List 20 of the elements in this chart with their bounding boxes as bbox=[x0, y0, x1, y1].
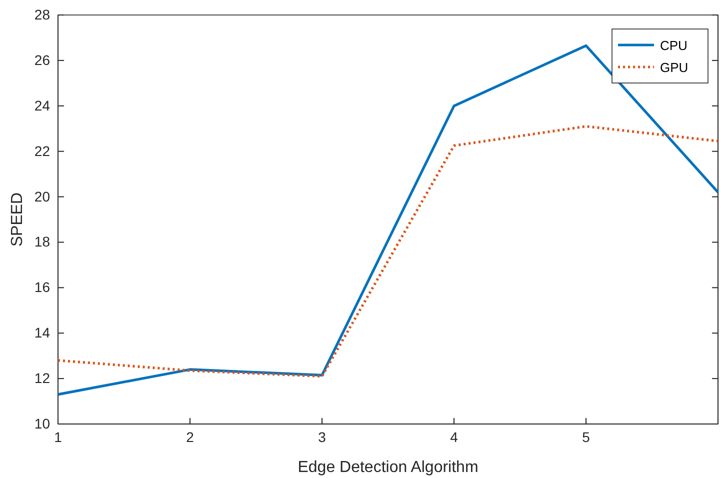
y-axis-title: SPEED bbox=[9, 192, 26, 247]
y-tick-label: 18 bbox=[34, 234, 50, 250]
x-tick-label: 5 bbox=[582, 428, 590, 445]
y-tick-label: 26 bbox=[34, 52, 50, 68]
legend-label: CPU bbox=[660, 38, 688, 53]
y-tick-label: 16 bbox=[34, 279, 50, 296]
y-tick-label: 12 bbox=[34, 370, 50, 386]
y-tick-label: 22 bbox=[34, 142, 50, 159]
y-tick-label: 24 bbox=[34, 97, 50, 114]
y-tick-label: 28 bbox=[34, 6, 50, 22]
x-axis-title: Edge Detection Algorithm bbox=[298, 459, 478, 476]
x-tick-label: 2 bbox=[186, 428, 194, 445]
x-tick-label: 3 bbox=[318, 428, 326, 445]
y-tick-label: 10 bbox=[34, 415, 50, 432]
line-series bbox=[56, 125, 720, 378]
legend-label: GPU bbox=[660, 60, 688, 75]
x-tick-label: 1 bbox=[54, 428, 62, 445]
x-tick-label: 4 bbox=[450, 428, 458, 445]
y-tick-label: 20 bbox=[34, 188, 50, 204]
y-tick-label: 14 bbox=[34, 324, 50, 341]
